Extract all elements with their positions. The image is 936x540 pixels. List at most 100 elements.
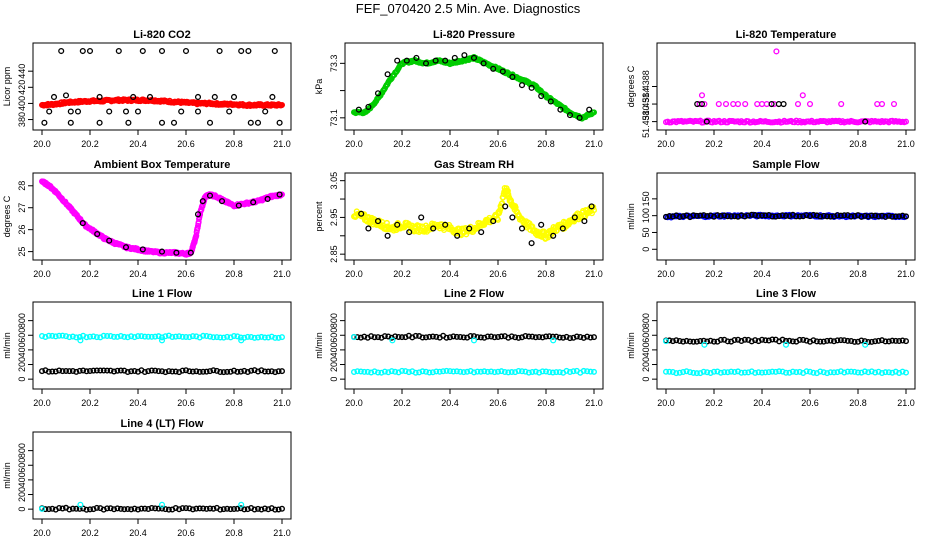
series-2 [351,367,598,376]
data-point [170,119,178,126]
data-point [42,333,49,340]
data-point [86,506,93,513]
data-point [697,212,704,219]
data-point [461,52,468,59]
x-tick-label: 20.0 [345,139,363,149]
panel-title: Sample Flow [752,159,820,171]
data-point [152,367,159,374]
data-point [717,212,724,219]
data-point [419,368,426,375]
data-point [834,212,841,219]
series-2 [355,52,593,121]
data-point [690,369,697,376]
data-point [94,231,101,238]
x-tick-label: 20.2 [705,269,723,279]
x-tick-label: 20.4 [441,398,459,408]
data-point [741,336,748,343]
data-point [899,212,906,219]
data-point [241,506,248,513]
data-point [148,504,155,511]
data-point [403,57,410,64]
data-point [405,369,412,376]
data-point [368,369,375,376]
data-point [178,108,185,115]
data-point [762,212,769,219]
data-point [220,334,227,341]
data-point [237,368,244,375]
data-point [268,368,275,375]
data-point [122,244,130,251]
data-point [865,213,872,220]
y-axis-label: ml/min [2,332,12,359]
plot-area [662,336,910,377]
x-tick-label: 21.0 [585,398,603,408]
data-point [375,334,382,341]
data-point [851,368,858,375]
data-point [683,368,690,375]
plot-frame [656,301,916,390]
data-point [90,506,97,513]
data-point [194,93,202,101]
x-tick-label: 20.4 [753,269,771,279]
data-point [892,337,899,344]
y-tick-label: 800 [17,313,27,328]
data-point [903,213,910,220]
data-point [759,336,766,343]
data-point [238,47,245,55]
x-tick-label: 21.0 [897,139,915,149]
data-point [724,369,731,376]
data-point [734,101,742,108]
x-tick-label: 20.4 [753,139,771,149]
data-point [364,368,371,375]
plot-area [351,52,598,122]
y-tick-label: 420 [17,80,27,95]
y-tick-label: 380 [17,112,27,127]
y-tick-label: 2.85 [329,245,339,263]
data-point [724,213,731,220]
data-point [131,505,138,512]
data-point [56,504,63,511]
data-point [145,333,152,340]
data-point [210,505,217,512]
data-point [559,225,566,232]
data-point [546,369,553,376]
data-point [224,333,231,340]
data-point [519,368,526,375]
data-point [110,368,117,375]
data-point [505,369,512,376]
data-point [251,334,258,341]
data-point [173,249,180,256]
data-point [145,368,152,375]
data-point [824,337,831,344]
data-point [196,505,203,512]
data-point [803,212,810,219]
data-point [470,54,478,61]
data-point [557,106,564,113]
data-point [806,101,814,108]
y-tick-label: 51.4384 [641,88,651,121]
data-point [365,103,372,110]
data-point [365,225,372,232]
x-tick-label: 20.8 [537,398,555,408]
data-point [571,214,578,221]
data-point [244,333,251,340]
y-tick-label: 25 [17,247,27,257]
data-point [539,368,546,375]
y-tick-label: 28 [17,181,27,191]
data-point [179,367,186,374]
x-tick-label: 20.0 [345,398,363,408]
series-1 [39,332,286,341]
data-point [67,119,74,126]
x-tick-label: 20.6 [177,528,195,538]
data-point [399,367,406,374]
data-point [423,334,430,341]
data-point [381,368,388,375]
y-tick-label: 400 [17,342,27,357]
data-point [488,368,495,375]
data-point [580,334,587,341]
y-axis-label: ml/min [626,332,636,359]
data-point [837,212,844,219]
data-point [858,337,865,344]
data-point [563,367,570,374]
x-tick-label: 20.8 [849,269,867,279]
